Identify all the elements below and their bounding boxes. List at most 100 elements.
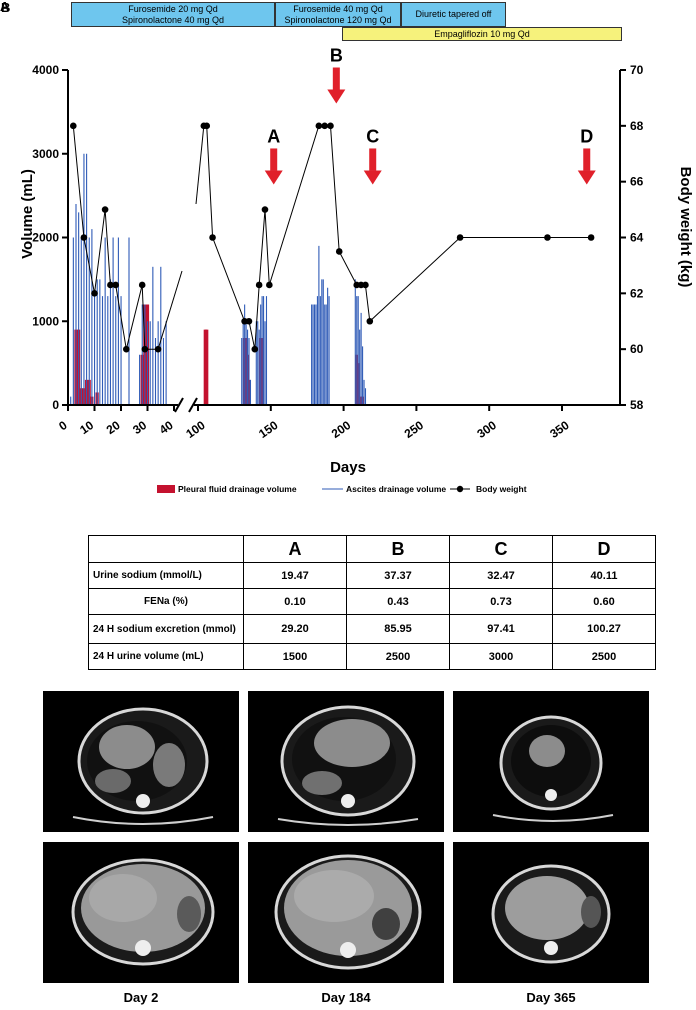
table-row: FENa (%) 0.10 0.43 0.73 0.60	[88, 588, 656, 615]
row-label: Urine sodium (mmol/L)	[88, 562, 244, 589]
table-row: Urine sodium (mmol/L) 19.47 37.37 32.47 …	[88, 562, 656, 589]
ascites-bar	[101, 296, 104, 405]
weight-point	[266, 281, 273, 289]
drug-line: Furosemide 40 mg Qd	[293, 3, 383, 14]
table-cell: 19.47	[243, 562, 347, 589]
annotation-arrow-head	[577, 170, 596, 185]
ct-image-day2-chest	[43, 691, 239, 832]
annotation-arrow-head	[264, 170, 283, 185]
ascites-bar	[70, 396, 72, 405]
legend-marker-weight	[456, 485, 464, 493]
axis-break-mark	[188, 397, 198, 413]
drug-box-diuretic-tapered: Diuretic tapered off	[401, 2, 506, 27]
weight-point	[80, 234, 88, 241]
weight-point	[251, 345, 259, 353]
weight-point	[255, 281, 263, 289]
ascites-bar	[241, 338, 243, 405]
ascites-bar	[258, 329, 260, 405]
ascites-bar	[257, 321, 259, 405]
ascites-bar	[162, 338, 164, 405]
ascites-bar	[322, 279, 324, 405]
ct-scan-graphic	[71, 858, 215, 966]
drug-line: Diuretic tapered off	[415, 9, 492, 19]
ct-image-day365-abdomen	[453, 842, 649, 983]
table-cell: 97.41	[449, 614, 553, 644]
y-axis-right-title: Body weight (kg)	[677, 167, 694, 288]
ct-image-day184-abdomen	[248, 842, 444, 983]
x-tick-label: 200	[329, 418, 354, 441]
annotation-arrow-shaft	[270, 148, 278, 171]
ct-day-label: Day 365	[526, 990, 576, 1005]
weight-point	[245, 317, 253, 325]
x-tick-label: 150	[256, 418, 281, 441]
ascites-bar	[360, 312, 362, 405]
table-cell: 0.10	[243, 588, 347, 615]
drug-box-high-dose-diuretics: Furosemide 40 mg Qd Spironolactone 120 m…	[275, 2, 401, 27]
x-tick-label: 350	[547, 418, 572, 441]
ascites-bar	[316, 296, 318, 405]
ct-scan-graphic	[72, 707, 214, 825]
ascites-bar	[324, 304, 326, 405]
table-cell: 85.95	[346, 614, 450, 644]
ascites-bar	[255, 321, 257, 405]
drainage-weight-chart: 0 1000 2000 3000 4000 58 60 62 64 66 68 70 0 10 20 30 40…	[19, 46, 694, 495]
drug-line: Empagliflozin 10 mg Qd	[434, 28, 530, 39]
legend-label-pleural: Pleural fluid drainage volume	[178, 484, 297, 494]
y-left-tick-label: 1000	[32, 314, 59, 328]
ascites-bar	[245, 321, 247, 405]
pleural-bar	[205, 329, 209, 405]
ct-scan-graphic	[274, 854, 422, 970]
annotation-arrow-shaft	[583, 148, 591, 171]
ascites-bar	[83, 153, 85, 405]
table-cell: 0.60	[552, 588, 656, 615]
y-right-tick-label: 68	[630, 119, 644, 133]
weight-point	[544, 234, 551, 241]
table-cell: 37.37	[346, 562, 450, 589]
ascites-bar	[362, 346, 364, 405]
weight-point	[587, 234, 595, 241]
legend-label-weight: Body weight	[476, 484, 527, 494]
ct-image-day184-chest	[248, 691, 444, 832]
y-right-tick-label: 70	[630, 63, 644, 77]
annotation-arrow-shaft	[332, 67, 340, 90]
ascites-bar	[249, 379, 252, 405]
ascites-bar	[364, 388, 367, 405]
ascites-bar	[264, 321, 266, 405]
drug-box-empagliflozin: Empagliflozin 10 mg Qd	[342, 27, 622, 41]
weight-point	[70, 122, 77, 130]
annotation-arrow-label: C	[366, 126, 379, 146]
y-right-tick-label: 64	[630, 231, 644, 245]
weight-point	[101, 206, 109, 213]
ascites-bar	[248, 338, 250, 405]
ascites-bar	[325, 304, 327, 405]
x-tick-label: 300	[474, 418, 499, 441]
ascites-bar	[80, 237, 82, 405]
annotation-arrow-label: B	[330, 46, 343, 66]
y-left-tick-label: 4000	[32, 63, 59, 77]
ascites-bar	[78, 212, 80, 405]
ascites-bar	[152, 266, 154, 405]
ascites-bar	[107, 296, 109, 405]
ascites-bar	[242, 321, 244, 405]
drug-line: Furosemide 20 mg Qd	[128, 3, 218, 14]
ascites-bar	[363, 379, 365, 405]
y-left-tick-label: 0	[52, 398, 59, 412]
table-header-row: A B C D	[88, 535, 656, 563]
weight-point	[123, 345, 130, 353]
ascites-bar	[247, 329, 249, 405]
table-row: 24 H urine volume (mL) 1500 2500 3000 25…	[88, 643, 656, 670]
ascites-bar	[328, 296, 330, 405]
weight-point	[112, 281, 119, 289]
ascites-bar	[261, 296, 263, 405]
ascites-bar	[315, 304, 317, 405]
weight-point	[203, 122, 211, 130]
table-cell: 0.73	[449, 588, 553, 615]
drug-line: Spironolactone 40 mg Qd	[121, 14, 225, 25]
ascites-bar	[313, 304, 316, 405]
table-cell: 2500	[346, 643, 450, 670]
x-tick-label: 30	[130, 418, 149, 437]
lab-results-table: A B C D Urine sodium (mmol/L) 19.47 37.3…	[88, 535, 656, 670]
ct-image-day2-abdomen	[43, 842, 239, 983]
column-header: D	[552, 535, 656, 563]
table-cell: 0.43	[346, 588, 450, 615]
